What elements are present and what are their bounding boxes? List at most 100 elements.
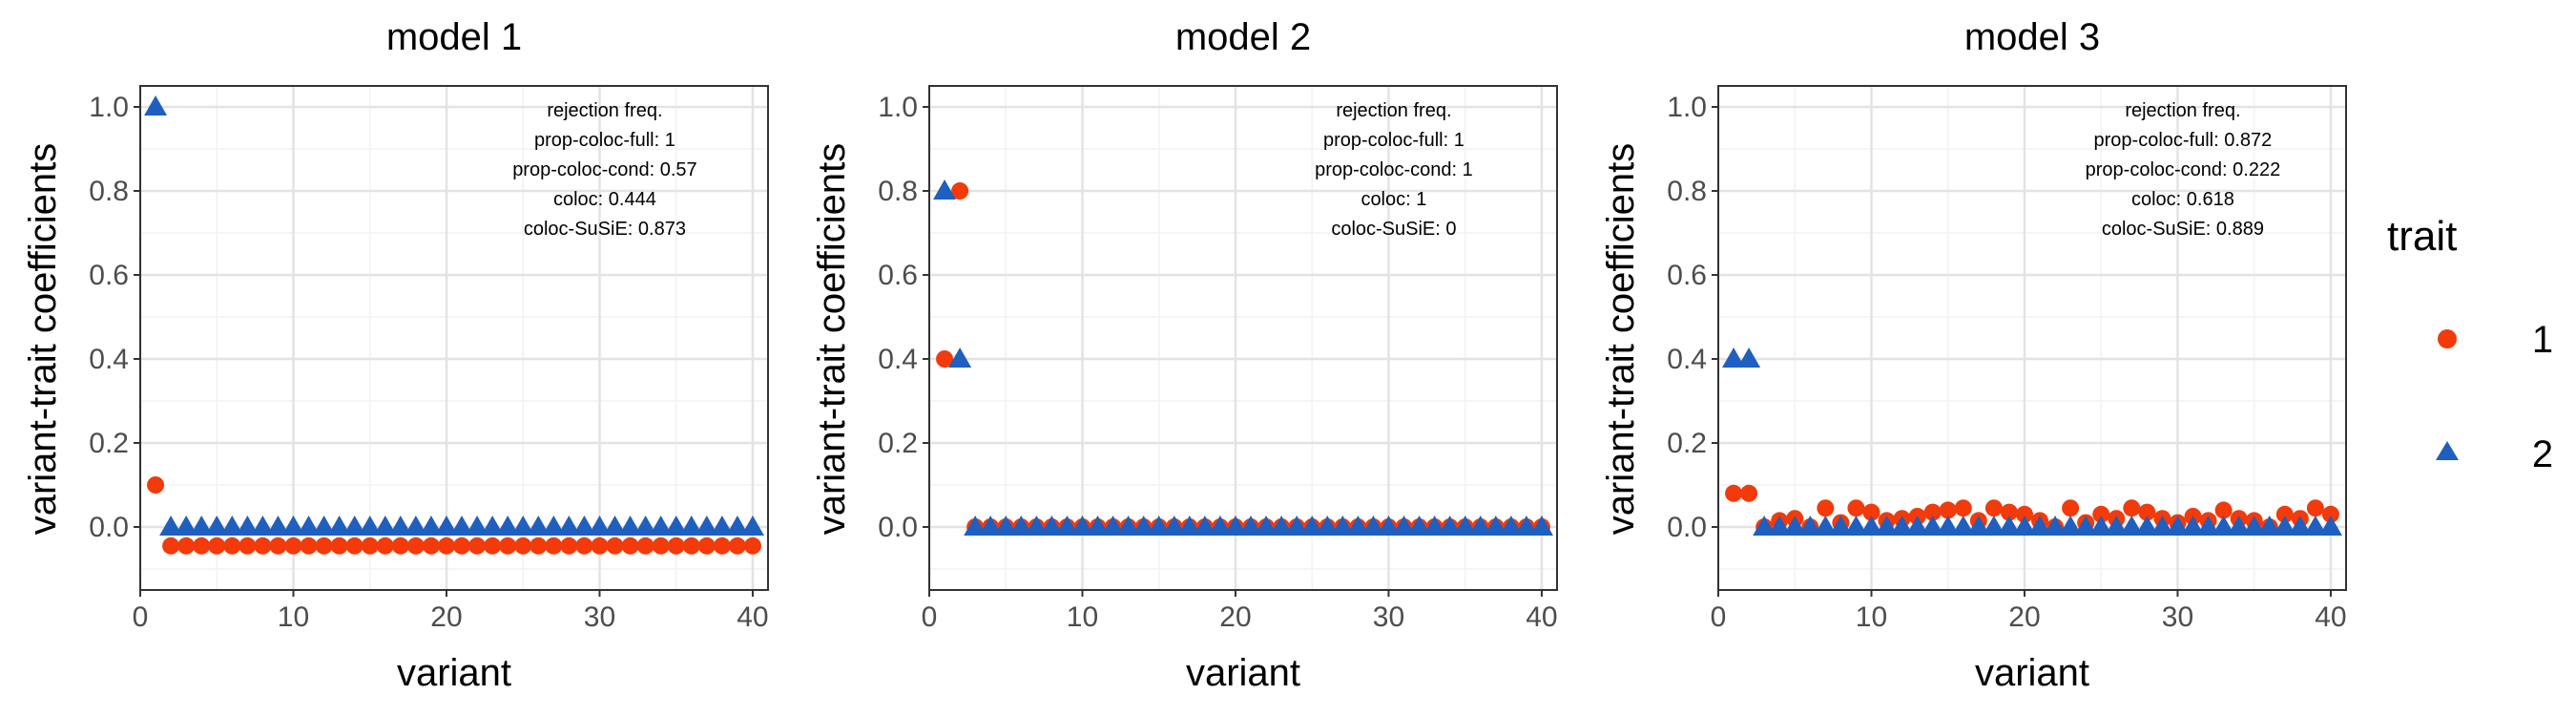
point-trait-2 [1982, 516, 2005, 536]
point-trait-2 [388, 516, 412, 536]
point-trait-1 [330, 537, 348, 555]
point-trait-2 [2135, 516, 2159, 536]
x-tick-label: 20 [430, 601, 462, 633]
point-trait-2 [190, 516, 214, 536]
point-trait-1 [1939, 501, 1957, 519]
point-trait-2 [588, 516, 612, 536]
point-trait-2 [1829, 516, 1853, 536]
point-trait-2 [527, 516, 551, 536]
point-trait-1 [437, 537, 455, 555]
y-tick-label: 0.4 [1667, 344, 1707, 375]
point-trait-2 [2181, 516, 2205, 536]
x-tick-label: 40 [1526, 601, 1557, 633]
point-trait-2 [2318, 516, 2342, 536]
point-trait-2 [1768, 516, 1792, 536]
point-trait-2 [2012, 516, 2036, 536]
point-trait-2 [2105, 516, 2129, 536]
point-trait-2 [343, 516, 366, 536]
x-tick-label: 10 [1067, 601, 1098, 633]
point-trait-1 [713, 537, 731, 555]
legend-label-trait-2: 2 [2532, 433, 2553, 475]
y-tick-label: 0.4 [878, 344, 918, 375]
point-trait-1 [2214, 501, 2233, 519]
point-trait-1 [936, 350, 954, 368]
point-trait-2 [450, 516, 474, 536]
point-trait-1 [208, 537, 226, 555]
point-trait-2 [1377, 516, 1401, 536]
point-trait-2 [511, 516, 535, 536]
panel-title-model-3: model 3 [1964, 16, 2100, 58]
legend-marker-trait-1 [2438, 329, 2457, 348]
panel-border [1717, 85, 2347, 591]
panel-model-1: model 1 0.0 0.2 0.4 0.6 0.8 1.0 0 10 20 30 40 rejec… [22, 16, 769, 694]
x-axis-label-model-1: variant [397, 652, 511, 694]
point-trait-2 [1936, 516, 1960, 536]
point-trait-1 [1923, 503, 1942, 521]
point-trait-2 [297, 516, 321, 536]
point-trait-2 [1086, 516, 1110, 536]
x-tick-label: 30 [584, 601, 615, 633]
point-trait-1 [697, 537, 716, 555]
point-trait-1 [2062, 499, 2080, 517]
point-trait-1 [147, 476, 165, 494]
point-trait-2 [649, 516, 673, 536]
point-trait-1 [2092, 505, 2110, 523]
annotation-line: prop-coloc-full: 0.872 [2094, 130, 2273, 151]
point-trait-2 [1346, 516, 1370, 536]
point-trait-1 [667, 537, 685, 555]
point-trait-2 [1484, 516, 1507, 536]
point-trait-2 [2028, 516, 2052, 536]
point-trait-2 [2242, 516, 2266, 536]
point-trait-2 [2273, 516, 2296, 536]
point-trait-2 [740, 516, 764, 536]
point-trait-1 [1817, 499, 1835, 517]
point-trait-2 [1116, 516, 1140, 536]
point-trait-1 [560, 537, 578, 555]
panel-border [139, 85, 769, 591]
point-trait-2 [358, 516, 382, 536]
point-trait-2 [542, 516, 566, 536]
point-trait-2 [1844, 516, 1868, 536]
annotation-line: rejection freq. [547, 100, 662, 121]
x-tick-label: 0 [922, 601, 938, 633]
point-trait-2 [1162, 516, 1186, 536]
point-trait-1 [2275, 505, 2294, 523]
point-trait-2 [2212, 516, 2235, 536]
x-axis-label-model-3: variant [1975, 652, 2089, 694]
point-trait-1 [591, 537, 609, 555]
x-tick-label: 0 [133, 601, 149, 633]
y-tick-label: 1.0 [1667, 92, 1707, 123]
y-tick-label: 0.2 [1667, 428, 1707, 459]
point-trait-1 [1725, 484, 1743, 502]
point-trait-2 [634, 516, 657, 536]
point-trait-2 [1101, 516, 1125, 536]
panel-title-model-2: model 2 [1175, 16, 1311, 58]
point-trait-2 [205, 516, 229, 536]
point-trait-1 [453, 537, 471, 555]
point-trait-2 [1407, 516, 1431, 536]
point-trait-2 [695, 516, 718, 536]
annotation-line: prop-coloc-cond: 0.222 [2086, 159, 2281, 180]
point-trait-2 [1147, 516, 1171, 536]
point-trait-2 [2227, 516, 2251, 536]
point-trait-2 [1070, 516, 1094, 536]
point-trait-2 [979, 516, 1003, 536]
point-trait-2 [404, 516, 427, 536]
point-trait-2 [1392, 516, 1416, 536]
point-trait-1 [345, 537, 364, 555]
point-trait-2 [1177, 516, 1201, 536]
point-trait-2 [1009, 516, 1033, 536]
y-tick-label: 1.0 [878, 92, 918, 123]
point-trait-2 [1890, 516, 1914, 536]
point-trait-2 [1951, 516, 1975, 536]
point-trait-2 [2196, 516, 2220, 536]
point-trait-2 [1966, 516, 1990, 536]
point-trait-2 [1905, 516, 1929, 536]
point-trait-1 [284, 537, 302, 555]
annotation-line: coloc: 1 [1361, 189, 1426, 210]
point-trait-1 [422, 537, 440, 555]
point-trait-2 [312, 516, 336, 536]
annotation-line: coloc: 0.618 [2131, 189, 2234, 210]
x-tick-label: 30 [2162, 601, 2193, 633]
point-trait-2 [1316, 516, 1340, 536]
